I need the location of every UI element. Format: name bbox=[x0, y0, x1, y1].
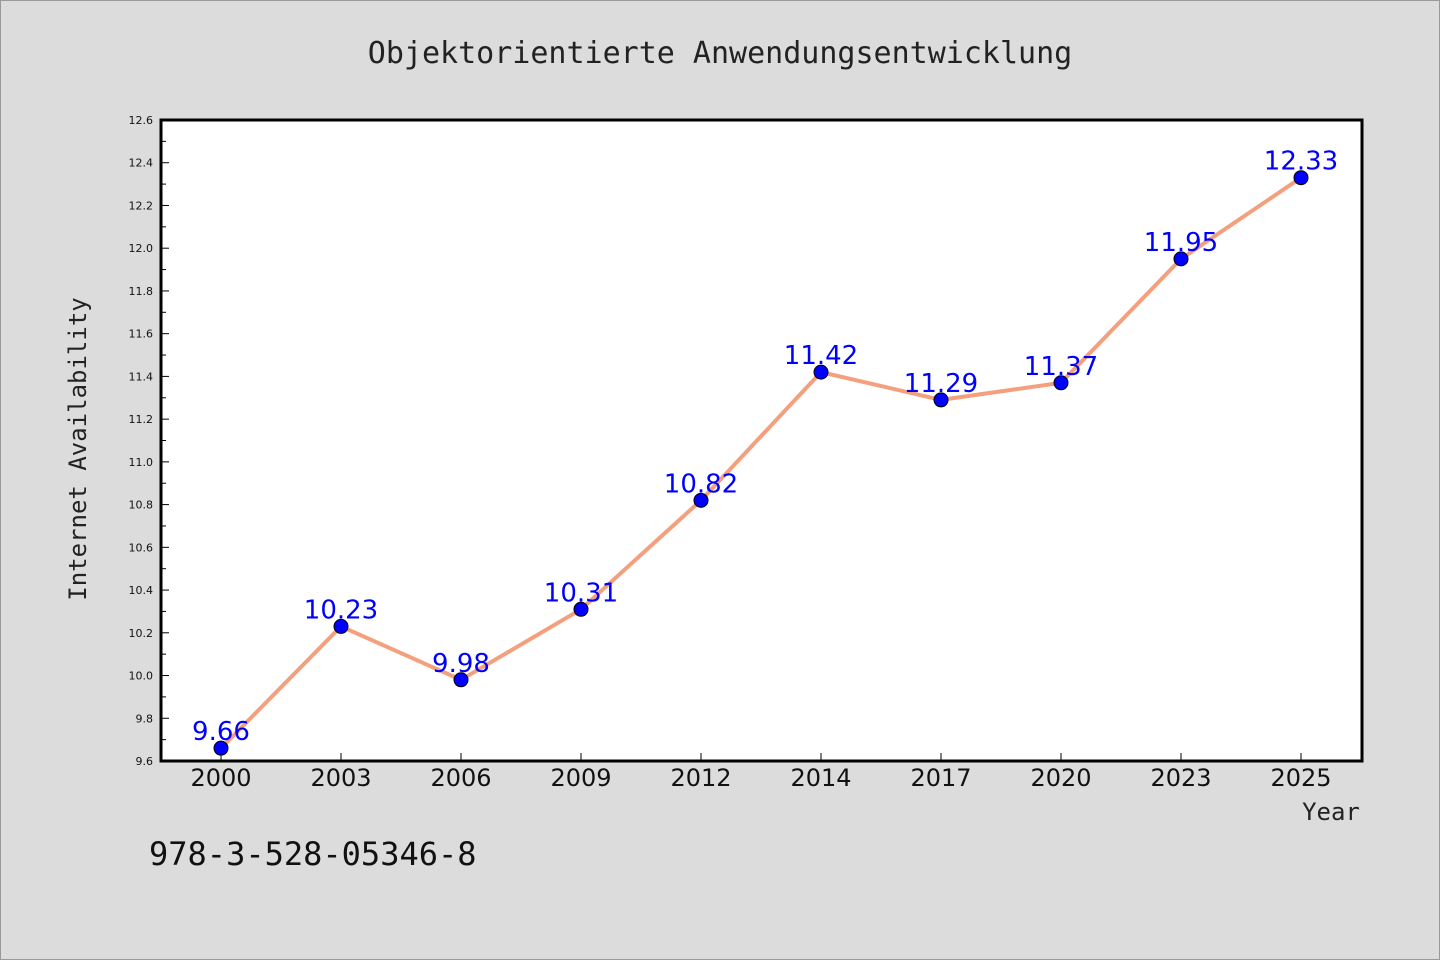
y-tick-label: 10.6 bbox=[129, 541, 154, 554]
x-tick-label: 2014 bbox=[790, 764, 851, 792]
data-point bbox=[453, 672, 469, 688]
chart-title: Objektorientierte Anwendungsentwicklung bbox=[368, 36, 1072, 71]
y-tick-label: 10.2 bbox=[129, 627, 154, 640]
y-tick-label: 10.8 bbox=[129, 499, 154, 512]
x-tick-label: 2009 bbox=[550, 764, 611, 792]
y-tick-label: 10.4 bbox=[129, 584, 154, 597]
data-label: 9.98 bbox=[432, 649, 490, 679]
data-point bbox=[573, 601, 589, 617]
y-tick-label: 12.0 bbox=[129, 242, 154, 255]
y-tick-label: 11.2 bbox=[129, 413, 154, 426]
data-label: 10.31 bbox=[544, 578, 618, 608]
data-point bbox=[333, 618, 349, 634]
x-axis-label: Year bbox=[1302, 798, 1360, 826]
data-label: 11.95 bbox=[1144, 228, 1218, 258]
y-tick-label: 11.8 bbox=[129, 285, 154, 298]
series-line bbox=[219, 176, 1303, 750]
data-point bbox=[933, 392, 949, 408]
x-tick-label: 2003 bbox=[310, 764, 371, 792]
x-tick-label: 2017 bbox=[910, 764, 971, 792]
y-tick-label: 12.6 bbox=[129, 114, 154, 127]
data-label: 12.33 bbox=[1264, 147, 1338, 177]
data-labels: 9.66 10.23 9.98 10.31 10.82 11.42 11.29 11.37 11… bbox=[192, 147, 1338, 747]
data-points bbox=[213, 170, 1309, 756]
y-axis: 9.6 9.8 10.0 10.2 10.4 10.6 10.8 11.0 11.2 11.4 11… bbox=[129, 114, 169, 768]
y-tick-label: 12.4 bbox=[129, 157, 154, 170]
data-label: 11.29 bbox=[904, 369, 978, 399]
y-tick-label: 11.6 bbox=[129, 328, 154, 341]
x-tick-label: 2006 bbox=[430, 764, 491, 792]
data-point bbox=[1053, 375, 1069, 391]
data-label: 11.42 bbox=[784, 341, 858, 371]
y-tick-label: 12.2 bbox=[129, 199, 154, 212]
x-tick-label: 2012 bbox=[670, 764, 731, 792]
data-point bbox=[1293, 170, 1309, 186]
data-label: 10.23 bbox=[304, 595, 378, 625]
x-tick-label: 2020 bbox=[1030, 764, 1091, 792]
data-label: 9.66 bbox=[192, 717, 250, 747]
x-axis: 2000 2003 2006 2009 2012 2014 2017 2020 2023 2025 bbox=[190, 753, 1332, 792]
x-tick-label: 2025 bbox=[1270, 764, 1331, 792]
data-point bbox=[693, 492, 709, 508]
isbn-label: 978-3-528-05346-8 bbox=[149, 835, 477, 873]
y-axis-label: Internet Availability bbox=[64, 297, 92, 600]
y-tick-label: 11.4 bbox=[129, 370, 154, 383]
data-point bbox=[813, 364, 829, 380]
x-tick-label: 2023 bbox=[1150, 764, 1211, 792]
data-label: 11.37 bbox=[1024, 352, 1098, 382]
y-tick-label: 10.0 bbox=[129, 670, 154, 683]
y-tick-label: 11.0 bbox=[129, 456, 154, 469]
y-tick-label: 9.6 bbox=[136, 755, 154, 768]
data-label: 10.82 bbox=[664, 469, 738, 499]
data-point bbox=[213, 740, 229, 756]
y-tick-label: 9.8 bbox=[136, 712, 154, 725]
data-point bbox=[1173, 251, 1189, 267]
x-tick-label: 2000 bbox=[190, 764, 251, 792]
plot-area bbox=[159, 118, 1364, 763]
